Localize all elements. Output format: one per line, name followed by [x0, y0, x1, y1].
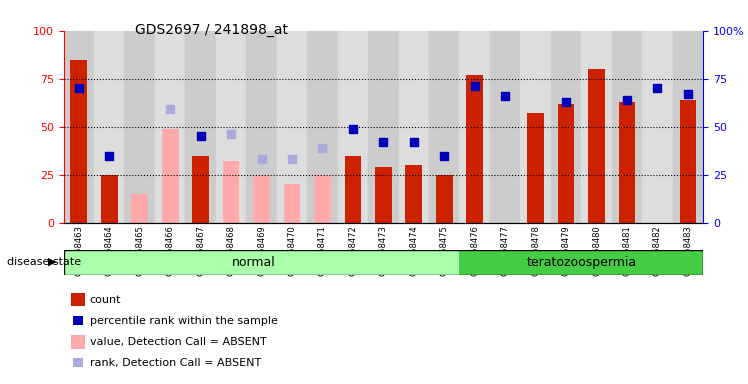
Bar: [345, 156, 361, 223]
Point: [621, 97, 633, 103]
Bar: [132, 194, 148, 223]
Text: rank, Detection Call = ABSENT: rank, Detection Call = ABSENT: [90, 358, 261, 368]
Bar: [521, 31, 551, 223]
Bar: [643, 31, 672, 223]
Bar: [588, 69, 605, 223]
Point: [499, 93, 511, 99]
Bar: [101, 175, 117, 223]
Point: [469, 83, 481, 89]
Bar: [186, 31, 216, 223]
Bar: [314, 175, 331, 223]
Text: GDS2697 / 241898_at: GDS2697 / 241898_at: [135, 23, 288, 37]
Point: [438, 152, 450, 159]
Text: normal: normal: [232, 256, 276, 268]
Bar: [612, 31, 643, 223]
Bar: [307, 31, 337, 223]
Bar: [429, 31, 459, 223]
Bar: [405, 165, 422, 223]
Bar: [558, 104, 574, 223]
Point: [316, 145, 328, 151]
Bar: [155, 31, 186, 223]
Point: [194, 133, 206, 139]
Bar: [64, 250, 459, 275]
Bar: [375, 167, 392, 223]
Point: [682, 91, 694, 97]
Point: [286, 156, 298, 162]
Point: [560, 99, 572, 105]
Point: [347, 126, 359, 132]
Text: percentile rank within the sample: percentile rank within the sample: [90, 316, 278, 326]
Text: count: count: [90, 295, 121, 305]
Bar: [459, 31, 490, 223]
Bar: [70, 60, 88, 223]
Bar: [672, 31, 703, 223]
Bar: [466, 75, 483, 223]
Bar: [124, 31, 155, 223]
Bar: [277, 31, 307, 223]
Point: [408, 139, 420, 145]
Bar: [283, 184, 301, 223]
Bar: [679, 100, 696, 223]
Bar: [216, 31, 246, 223]
Point: [377, 139, 389, 145]
Bar: [337, 31, 368, 223]
Bar: [551, 31, 581, 223]
Bar: [368, 31, 399, 223]
Bar: [581, 31, 612, 223]
Bar: [459, 250, 703, 275]
Point: [652, 85, 663, 91]
Bar: [64, 31, 94, 223]
Bar: [246, 31, 277, 223]
Point: [256, 156, 268, 162]
Bar: [490, 31, 521, 223]
Bar: [436, 175, 453, 223]
Bar: [619, 102, 635, 223]
Bar: [94, 31, 124, 223]
Bar: [399, 31, 429, 223]
Bar: [527, 113, 544, 223]
Text: disease state: disease state: [7, 257, 82, 267]
Point: [73, 85, 85, 91]
Bar: [253, 175, 270, 223]
Point: [164, 106, 177, 113]
Point: [225, 131, 237, 137]
Text: teratozoospermia: teratozoospermia: [527, 256, 637, 268]
Bar: [192, 156, 209, 223]
Text: ▶: ▶: [49, 257, 57, 267]
Point: [103, 152, 115, 159]
Bar: [223, 161, 239, 223]
Text: value, Detection Call = ABSENT: value, Detection Call = ABSENT: [90, 337, 266, 347]
Bar: [162, 129, 179, 223]
